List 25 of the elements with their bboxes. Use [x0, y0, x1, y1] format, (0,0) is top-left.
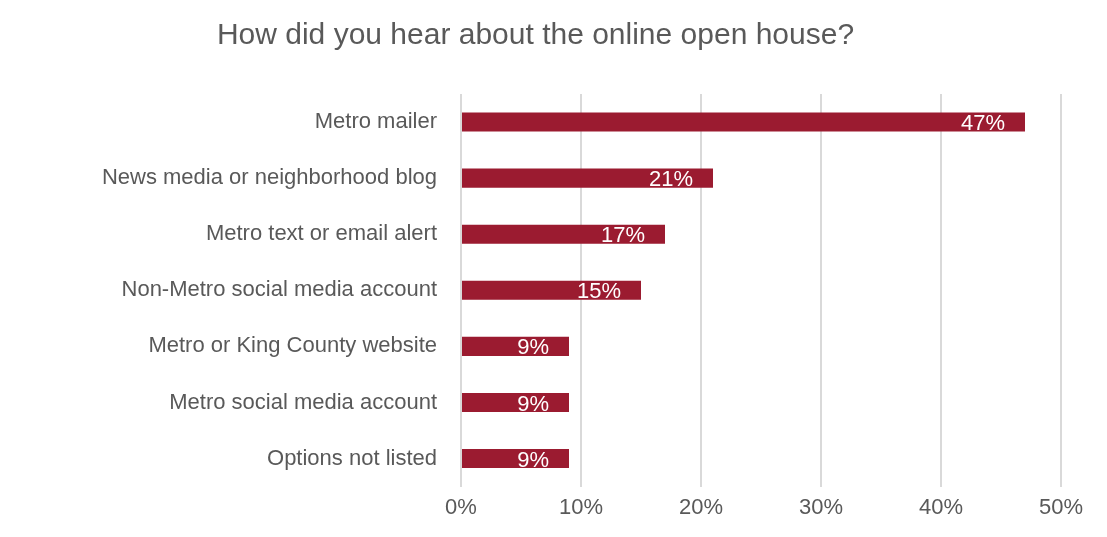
- data-label: 47%: [960, 110, 1005, 136]
- data-label: 9%: [517, 446, 549, 472]
- data-label: 17%: [600, 222, 645, 248]
- data-label: 9%: [517, 390, 549, 416]
- x-tick-label: 40%: [918, 493, 964, 519]
- bar: [462, 168, 713, 188]
- x-tick-label: 10%: [558, 493, 604, 519]
- data-label: 15%: [576, 278, 621, 304]
- bar: [462, 280, 641, 300]
- x-tick-label: 30%: [798, 493, 844, 519]
- y-tick-label: Non-Metro social media account: [121, 276, 437, 302]
- data-label: 9%: [517, 334, 549, 360]
- y-tick-label: Metro text or email alert: [205, 220, 437, 246]
- bar: [462, 224, 665, 244]
- x-tick-label: 0%: [445, 493, 477, 519]
- data-label: 21%: [648, 166, 693, 192]
- y-tick-label: News media or neighborhood blog: [101, 164, 437, 190]
- bar: [462, 112, 1025, 132]
- y-tick-label: Metro social media account: [169, 388, 437, 414]
- x-tick-label: 50%: [1038, 493, 1084, 519]
- y-tick-label: Options not listed: [267, 444, 437, 470]
- y-tick-label: Metro or King County website: [148, 332, 437, 358]
- x-tick-label: 20%: [678, 493, 724, 519]
- chart-title: How did you hear about the online open house?: [216, 17, 855, 51]
- y-tick-label: Metro mailer: [314, 108, 437, 134]
